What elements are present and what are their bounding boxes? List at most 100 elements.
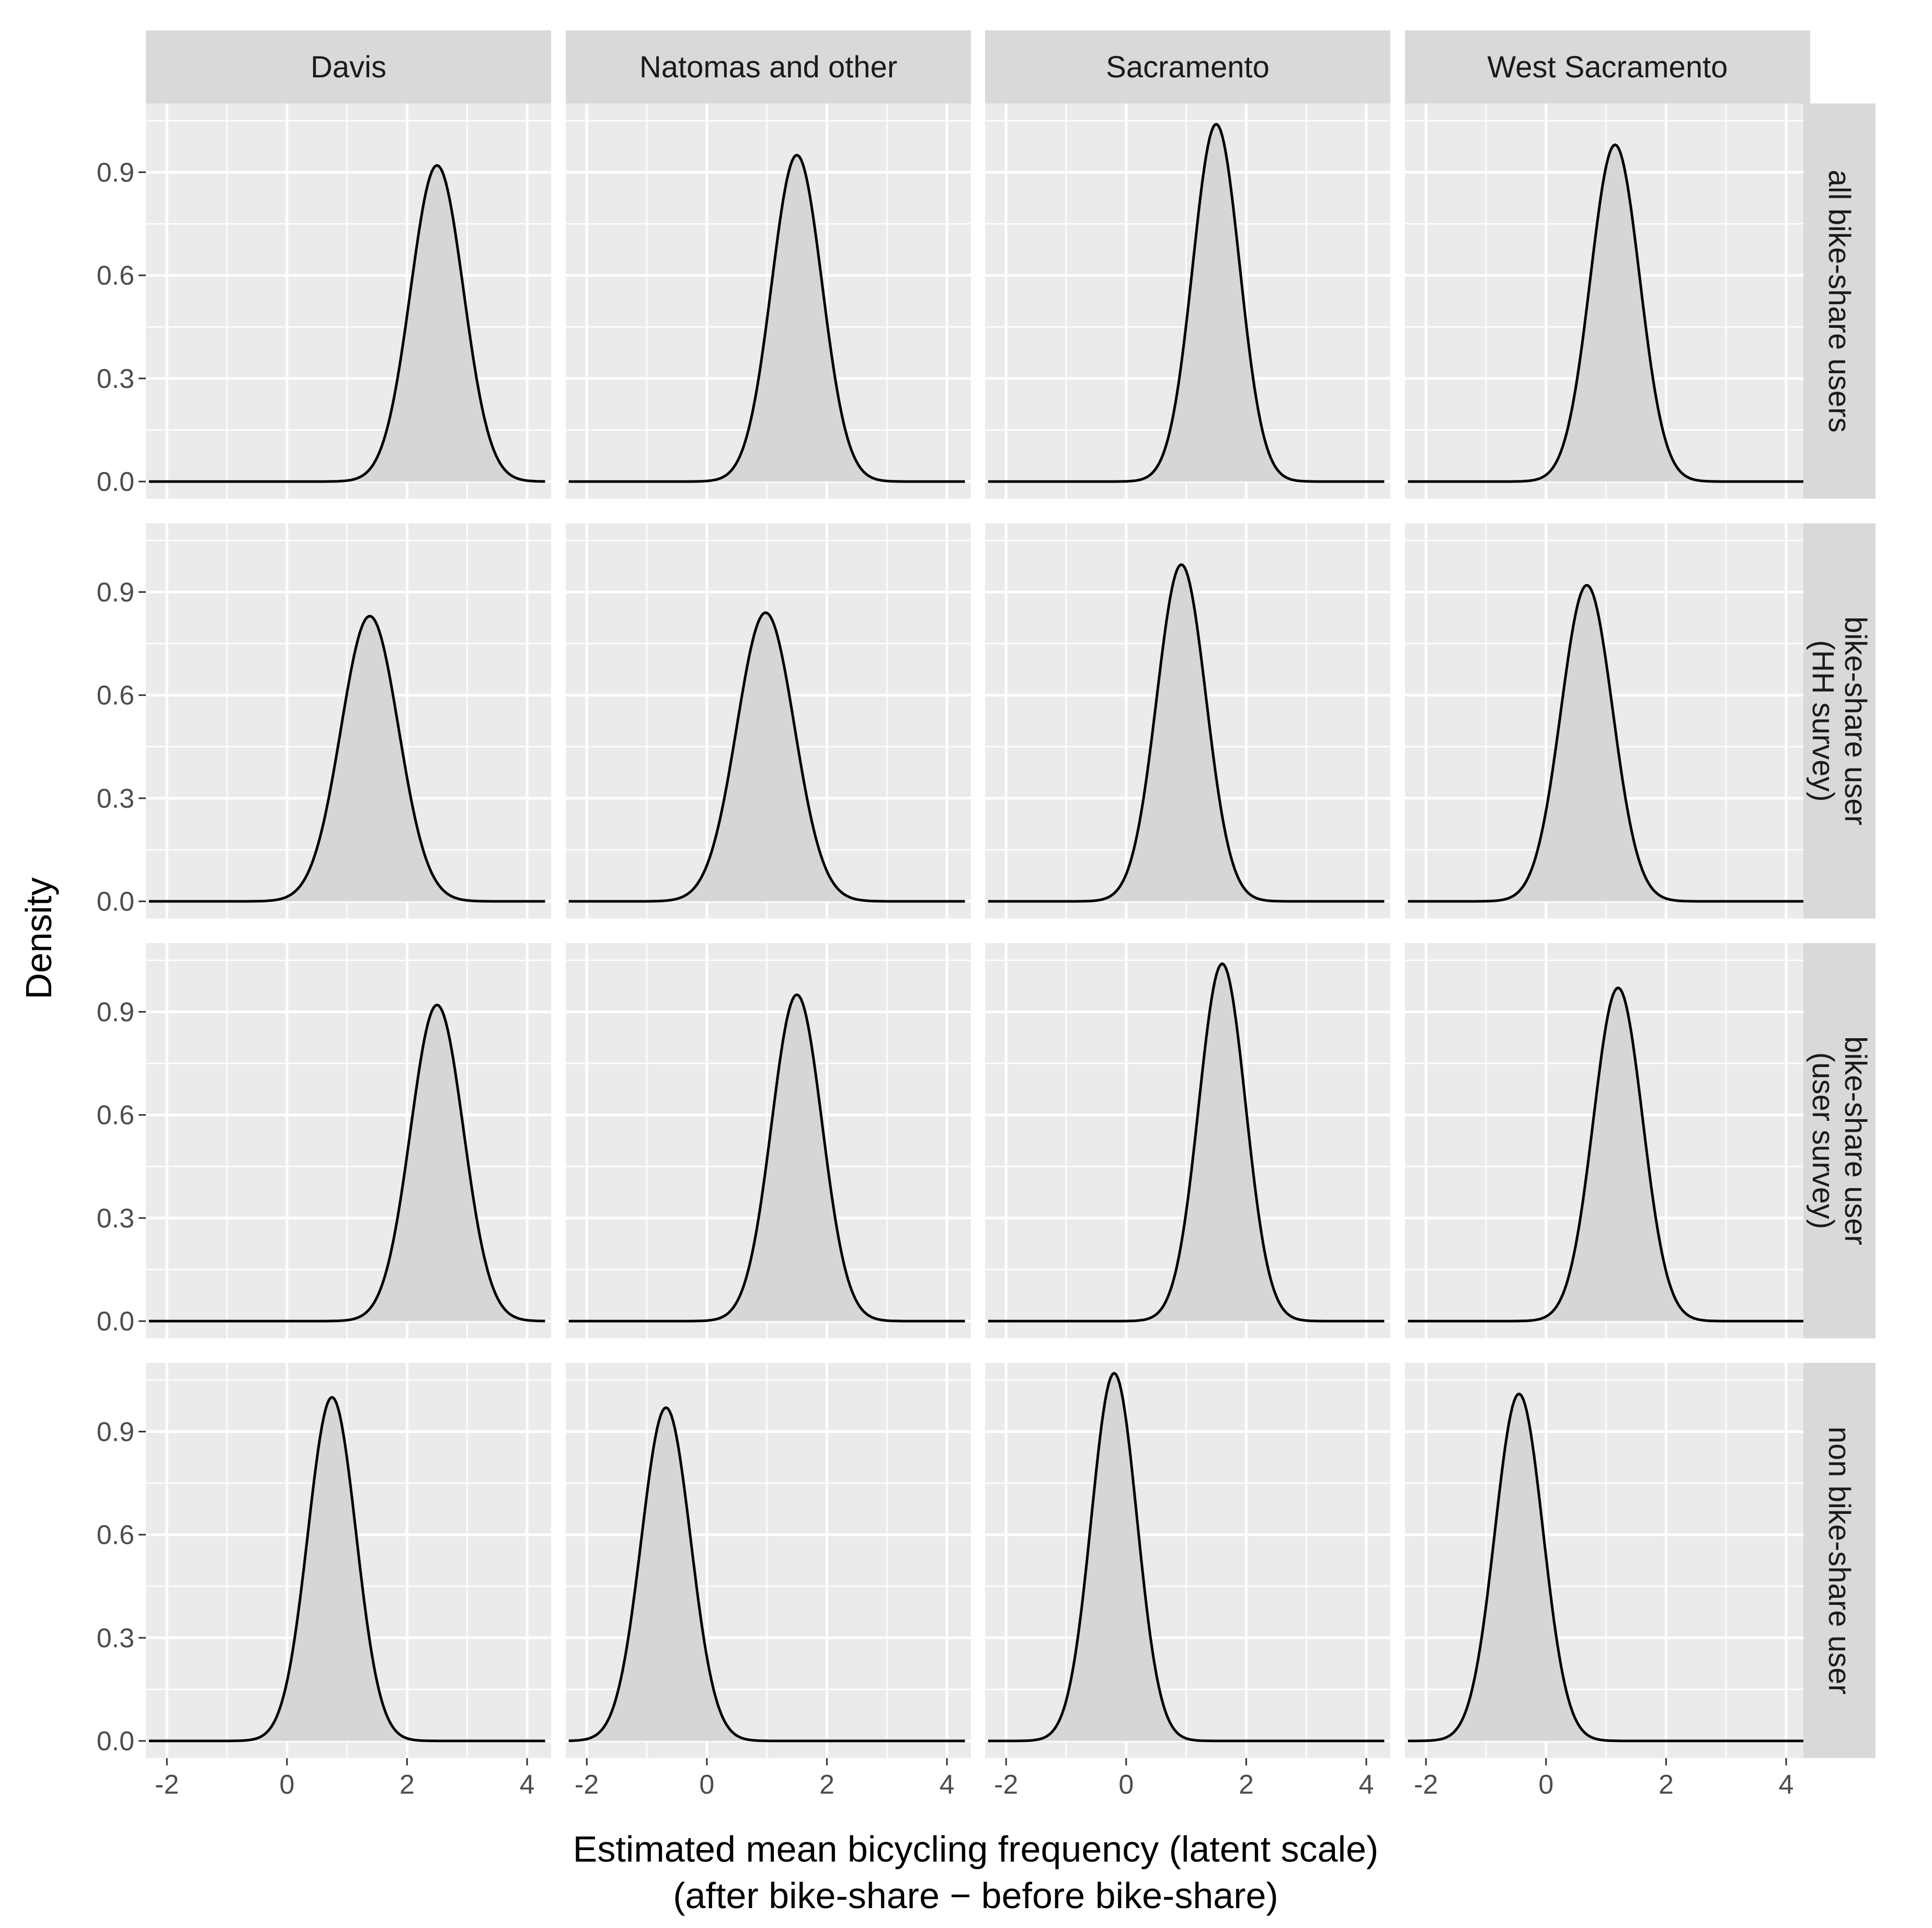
- density-area: [148, 616, 545, 902]
- density-line: [988, 563, 1385, 903]
- column-strip-1: Davis: [146, 30, 551, 104]
- x-tick-label: -2: [575, 1770, 599, 1800]
- y-axis-row-2: 0.0 0.3 0.6 0.9: [97, 577, 146, 917]
- y-axes: 0.00.30.60.90.00.30.60.90.00.30.60.90.00…: [97, 157, 146, 1757]
- density-line: [1408, 584, 1804, 903]
- x-tick-label: -2: [994, 1770, 1018, 1800]
- density-line: [1408, 1392, 1804, 1742]
- density-area: [568, 155, 965, 482]
- panels-layer: [146, 104, 1810, 1758]
- density-area: [568, 994, 965, 1322]
- y-tick-label: 0.9: [97, 157, 134, 188]
- density-line: [568, 993, 965, 1323]
- density-area: [988, 565, 1385, 902]
- x-tick-label: -2: [1414, 1770, 1438, 1800]
- x-tick-label: 4: [1779, 1770, 1794, 1800]
- x-tick-label: 2: [819, 1770, 834, 1800]
- panel-r4-c2: [566, 1363, 971, 1758]
- y-tick-label: 0.6: [97, 1100, 134, 1131]
- column-strip-label: Sacramento: [1106, 50, 1270, 84]
- y-tick-label: 0.3: [97, 784, 134, 814]
- density-line: [148, 1003, 545, 1323]
- density-area: [148, 1005, 545, 1322]
- panel-r3-c1: [146, 943, 551, 1338]
- column-strip-4: West Sacramento: [1405, 30, 1810, 104]
- density-area: [568, 1407, 965, 1741]
- y-tick-label: 0.3: [97, 1203, 134, 1234]
- density-area: [148, 1397, 545, 1741]
- y-tick-label: 0.3: [97, 364, 134, 394]
- x-tick-label: 0: [699, 1770, 714, 1800]
- row-strip-3: bike-share user(user survey): [1803, 943, 1876, 1338]
- y-tick-label: 0.0: [97, 467, 134, 497]
- row-strip-4: non bike-share user: [1803, 1363, 1876, 1758]
- y-tick-label: 0.3: [97, 1623, 134, 1654]
- y-tick-label: 0.9: [97, 577, 134, 607]
- y-axis-row-3: 0.0 0.3 0.6 0.9: [97, 997, 146, 1337]
- strip-background: [985, 30, 1390, 104]
- x-axis-col-1: -2 0 2 4: [155, 1758, 535, 1800]
- x-tick-label: 4: [520, 1770, 535, 1800]
- y-tick-label: 0.6: [97, 1520, 134, 1551]
- x-tick-label: 0: [1118, 1770, 1134, 1800]
- density-line: [568, 611, 965, 903]
- panel-r1-c3: [985, 104, 1390, 499]
- y-axis-row-4: 0.0 0.3 0.6 0.9: [97, 1417, 146, 1757]
- panel-r3-c4: [1405, 943, 1810, 1338]
- y-axis-title: Density: [18, 877, 59, 999]
- density-area: [1408, 1394, 1804, 1741]
- x-tick-label: 4: [1359, 1770, 1374, 1800]
- column-strip-3: Sacramento: [985, 30, 1390, 104]
- density-area: [1408, 144, 1804, 482]
- panel-r2-c1: [146, 523, 551, 919]
- y-tick-label: 0.0: [97, 887, 134, 917]
- y-tick-label: 0.6: [97, 681, 134, 711]
- density-line: [1408, 986, 1804, 1323]
- density-area: [988, 124, 1385, 482]
- row-strip-label-line: bike-share user: [1838, 616, 1872, 825]
- x-tick-label: 0: [279, 1770, 294, 1800]
- panel-r3-c3: [985, 943, 1390, 1338]
- panel-r4-c1: [146, 1363, 551, 1758]
- y-tick-label: 0.9: [97, 1417, 134, 1447]
- strip-background: [1405, 30, 1810, 104]
- density-line: [148, 164, 545, 483]
- x-tick-label: 2: [1239, 1770, 1254, 1800]
- x-axis-col-4: -2 0 2 4: [1414, 1758, 1794, 1800]
- strip-background: [1803, 523, 1876, 919]
- panel-r2-c2: [566, 523, 971, 919]
- strip-background: [146, 30, 551, 104]
- x-tick-label: 4: [940, 1770, 955, 1800]
- x-tick-label: 2: [399, 1770, 415, 1800]
- row-strip-label: non bike-share user: [1822, 1427, 1856, 1695]
- panel-r1-c1: [146, 104, 551, 499]
- panel-background: [1405, 1363, 1810, 1758]
- column-strip-2: Natomas and other: [566, 30, 971, 104]
- density-area: [148, 165, 545, 482]
- strip-background: [1803, 943, 1876, 1338]
- strip-background: [1803, 1363, 1876, 1758]
- density-line: [1408, 143, 1804, 483]
- y-tick-label: 0.0: [97, 1726, 134, 1757]
- density-area: [988, 1373, 1385, 1741]
- density-area: [988, 963, 1385, 1322]
- row-strip-label: bike-share user(user survey): [1806, 1036, 1872, 1245]
- density-line: [988, 962, 1385, 1323]
- y-tick-label: 0.6: [97, 261, 134, 291]
- density-area: [568, 613, 965, 902]
- x-axis-col-3: -2 0 2 4: [994, 1758, 1374, 1800]
- panel-background: [985, 1363, 1390, 1758]
- x-tick-label: -2: [155, 1770, 179, 1800]
- x-tick-label: 2: [1659, 1770, 1674, 1800]
- panel-r3-c2: [566, 943, 971, 1338]
- x-axis-title: Estimated mean bicycling frequency (late…: [573, 1829, 1379, 1869]
- row-strip-label: all bike-share users: [1822, 170, 1856, 433]
- density-line: [988, 1372, 1385, 1742]
- panel-r4-c4: [1405, 1363, 1810, 1758]
- column-strip-label: West Sacramento: [1488, 50, 1728, 84]
- density-line: [148, 615, 545, 903]
- density-line: [988, 123, 1385, 483]
- density-line: [568, 154, 965, 483]
- x-axis-title-line2: (after bike-share − before bike-share): [673, 1875, 1278, 1916]
